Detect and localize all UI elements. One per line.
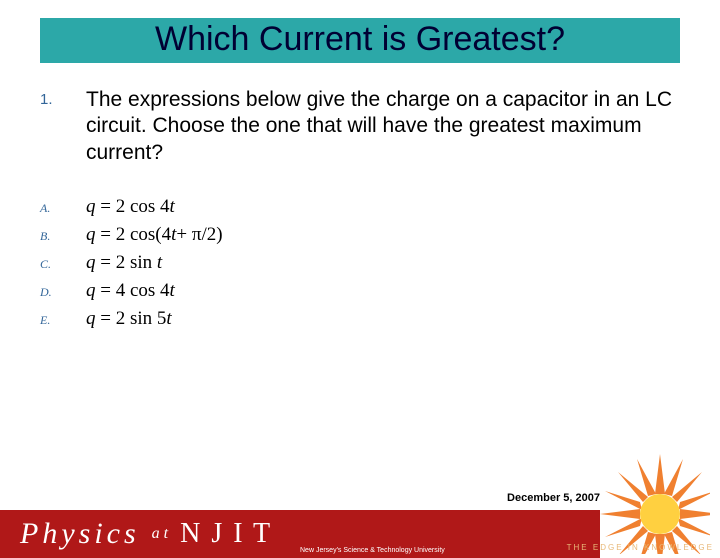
answer-row: E. q = 2 sin 5t (40, 308, 680, 330)
answer-text: q = 2 cos 4t (86, 196, 175, 218)
physics-logo-text: Physics (20, 517, 140, 551)
njit-subtitle: New Jersey's Science & Technology Univer… (300, 547, 445, 554)
answer-letter: E. (40, 308, 86, 330)
question-text: The expressions below give the charge on… (86, 87, 680, 166)
content-area: 1. The expressions below give the charge… (0, 63, 720, 330)
answer-letter: D. (40, 280, 86, 302)
page-title: Which Current is Greatest? (155, 20, 565, 58)
answer-letter: B. (40, 224, 86, 246)
sun-icon (590, 434, 710, 554)
question-row: 1. The expressions below give the charge… (40, 87, 680, 166)
njit-logo-text: N J I T (180, 518, 272, 550)
slide-date: December 5, 2007 (507, 492, 600, 504)
answer-letter: C. (40, 252, 86, 274)
edge-tagline: THE EDGE IN KNOWLEDGE (567, 543, 714, 552)
answer-text: q = 4 cos 4t (86, 280, 175, 302)
answer-text: q = 2 sin t (86, 252, 162, 274)
answer-row: A. q = 2 cos 4t (40, 196, 680, 218)
answer-row: B. q = 2 cos(4t+ π/2) (40, 224, 680, 246)
answer-text: q = 2 cos(4t+ π/2) (86, 224, 223, 246)
answer-letter: A. (40, 196, 86, 218)
answer-row: D. q = 4 cos 4t (40, 280, 680, 302)
at-text: a t (152, 525, 168, 543)
question-number: 1. (40, 87, 86, 166)
title-band: Which Current is Greatest? (40, 18, 680, 63)
footer: December 5, 2007 (0, 484, 720, 558)
answer-row: C. q = 2 sin t (40, 252, 680, 274)
njit-footer-band: Physics a t N J I T New Jersey's Science… (0, 510, 600, 558)
answer-text: q = 2 sin 5t (86, 308, 172, 330)
